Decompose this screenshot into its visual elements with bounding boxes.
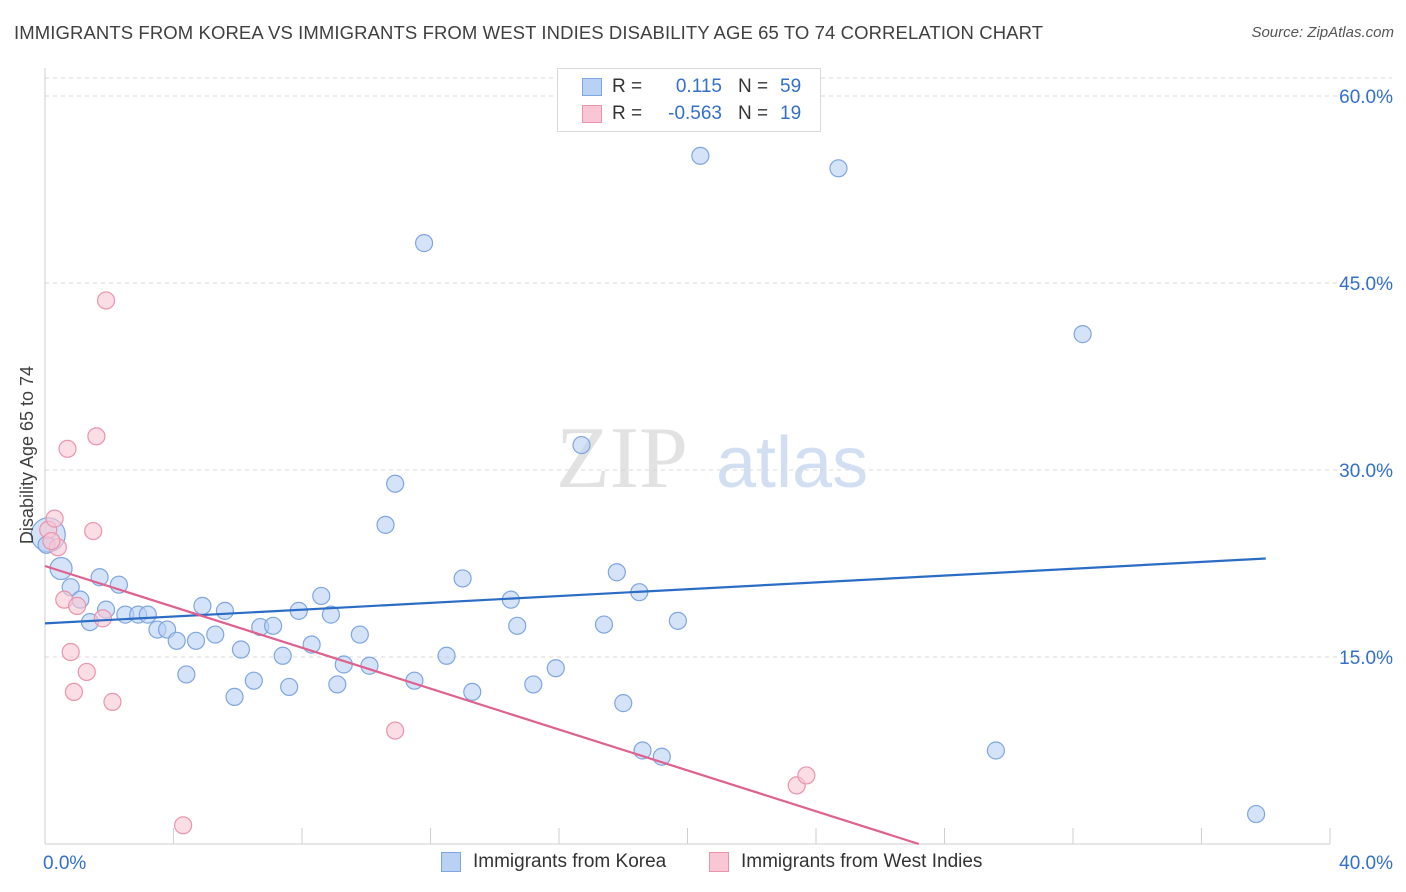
legend-r-label: R = [612,103,643,124]
west-indies-point [96,291,116,310]
korea-point [453,569,472,588]
korea-point [280,677,299,697]
korea-point [376,515,395,534]
korea-point [206,625,225,644]
korea-swatch [582,78,602,96]
korea-point [193,596,212,615]
korea-point [829,159,848,178]
x-tick-label: 40.0% [1339,853,1393,874]
korea-point [463,682,482,702]
trend-lines [44,557,1266,846]
korea-point [508,616,527,635]
legend-row-west-indies: R = -0.563 N = 19 [582,102,801,126]
korea-point [273,646,292,665]
korea-point [1073,325,1092,344]
korea-point [614,694,633,713]
legend-r-value: 0.115 [675,76,722,97]
watermark: ZIP atlas [556,410,868,507]
axes [44,68,1331,845]
korea-point [524,675,543,694]
korea-point [986,741,1006,760]
korea-point [437,646,456,665]
bottom-legend-korea-label: Immigrants from Korea [473,851,667,872]
korea-point [244,671,263,690]
korea-point [231,640,251,659]
korea-point [691,146,710,165]
korea-point [350,625,369,644]
bottom-legend-west-indies-label: Immigrants from West Indies [741,851,983,872]
korea-point [186,631,206,650]
west-indies-point [93,609,112,628]
watermark-atlas: atlas [716,423,868,503]
source-label: Source: ZipAtlas.com [1251,24,1394,41]
korea-point [414,234,434,253]
korea-point [225,687,244,706]
west-indies-point [386,721,405,740]
tick-labels: 15.0% 30.0% 45.0% 60.0% 0.0% 40.0% [43,87,1393,874]
korea-point [321,605,341,624]
bottom-legend-korea: Immigrants from Korea [441,851,666,873]
grid [45,77,1392,658]
korea-swatch [441,852,461,872]
west-indies-point [42,531,61,551]
korea-point [312,586,331,606]
korea-point [594,615,614,634]
west-indies-point [797,766,816,785]
west-indies-point [64,682,84,702]
x-tick-label: 0.0% [43,853,86,874]
y-tick-label: 45.0% [1339,274,1393,295]
legend-n-label: N = [738,103,769,124]
legend-r-label: R = [612,76,643,97]
korea-point [328,675,347,694]
korea-point [546,659,565,678]
west-indies-point [174,816,193,835]
west-indies-swatch [709,852,729,872]
korea-point [607,563,626,582]
legend-r-value: -0.563 [668,103,722,124]
west-indies-point [68,596,87,615]
west-indies-point [77,662,96,682]
west-indies-point [61,642,80,662]
korea-point [167,631,186,650]
west-indies-trend-line [44,564,920,846]
correlation-legend: R = 0.115 N = 59 R = -0.563 N = 19 [557,68,821,132]
watermark-zip: ZIP [556,410,688,507]
west-indies-points [39,291,816,835]
korea-trend-line [44,557,1266,625]
west-indies-point [87,427,106,446]
korea-point [177,665,196,684]
korea-point [138,605,157,624]
legend-n-value: 19 [780,103,802,124]
korea-point [668,611,687,630]
legend-n-label: N = [738,76,769,97]
y-axis-label: Disability Age 65 to 74 [17,366,37,544]
legend-n-value: 59 [780,76,802,97]
y-tick-label: 15.0% [1339,648,1393,669]
bottom-legend-west-indies: Immigrants from West Indies [709,851,982,873]
west-indies-point [58,439,77,458]
korea-point [572,435,591,455]
korea-point [263,616,283,635]
west-indies-point [84,521,103,541]
chart-title: IMMIGRANTS FROM KOREA VS IMMIGRANTS FROM… [14,22,1044,43]
west-indies-point [45,509,64,528]
y-tick-label: 60.0% [1339,87,1393,108]
korea-point [215,601,234,620]
korea-point [1247,804,1266,824]
korea-point [386,474,405,493]
legend-row-korea: R = 0.115 N = 59 [582,75,801,99]
y-tick-label: 30.0% [1339,461,1393,482]
west-indies-swatch [582,105,602,123]
west-indies-point [103,692,122,711]
